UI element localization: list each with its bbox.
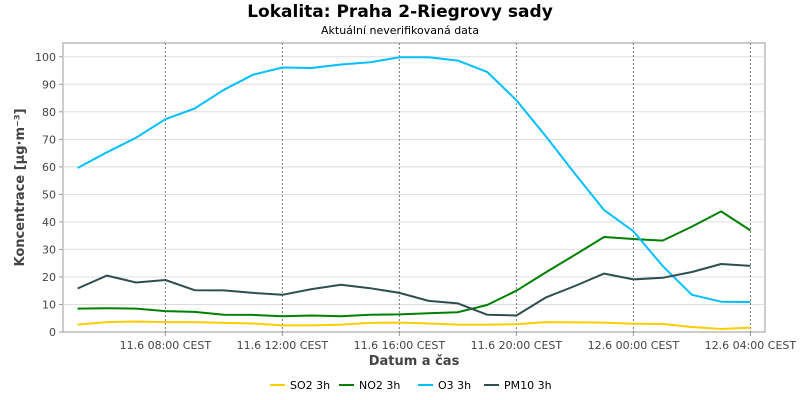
x-tick-label: 12.6 00:00 CEST [588, 339, 680, 352]
chart-subtitle: Aktuální neverifikovaná data [321, 24, 479, 37]
y-tick-label: 30 [42, 243, 56, 256]
y-tick-label: 90 [42, 78, 56, 91]
series-line-pm10-3h [77, 263, 751, 317]
y-tick-label: 40 [42, 216, 56, 229]
series-line-no2-3h [77, 210, 751, 318]
series-line-so2-3h [77, 320, 751, 330]
legend-label: SO2 3h [290, 379, 330, 392]
x-tick-label: 11.6 08:00 CEST [120, 339, 212, 352]
x-tick-label: 11.6 20:00 CEST [471, 339, 563, 352]
y-tick-label: 0 [49, 326, 56, 339]
y-axis-label: Koncentrace [µg·m⁻³] [13, 108, 28, 266]
legend-label: NO2 3h [359, 379, 400, 392]
plot-area [62, 42, 766, 333]
axis-layer: 0 10 20 30 40 50 60 70 80 90 100 11.6 08:00 CEST 11.… [35, 51, 796, 352]
y-tick-label: 50 [42, 188, 56, 201]
y-tick-label: 60 [42, 161, 56, 174]
y-tick-label: 20 [42, 271, 56, 284]
x-tick-label: 11.6 16:00 CEST [354, 339, 446, 352]
x-tick-label: 12.6 04:00 CEST [705, 339, 797, 352]
x-axis-label: Datum a čas [369, 354, 460, 369]
legend-label: PM10 3h [504, 379, 552, 392]
legend-label: O3 3h [438, 379, 471, 392]
series-line-o3-3h [77, 56, 751, 303]
y-tick-label: 80 [42, 106, 56, 119]
series-layer [77, 56, 751, 330]
legend: SO2 3h NO2 3h O3 3h PM10 3h [270, 379, 552, 392]
x-tick-label: 11.6 12:00 CEST [237, 339, 329, 352]
y-tick-label: 70 [42, 133, 56, 146]
y-tick-label: 100 [35, 51, 56, 64]
y-tick-label: 10 [42, 298, 56, 311]
chart-title: Lokalita: Praha 2-Riegrovy sady [247, 2, 553, 22]
